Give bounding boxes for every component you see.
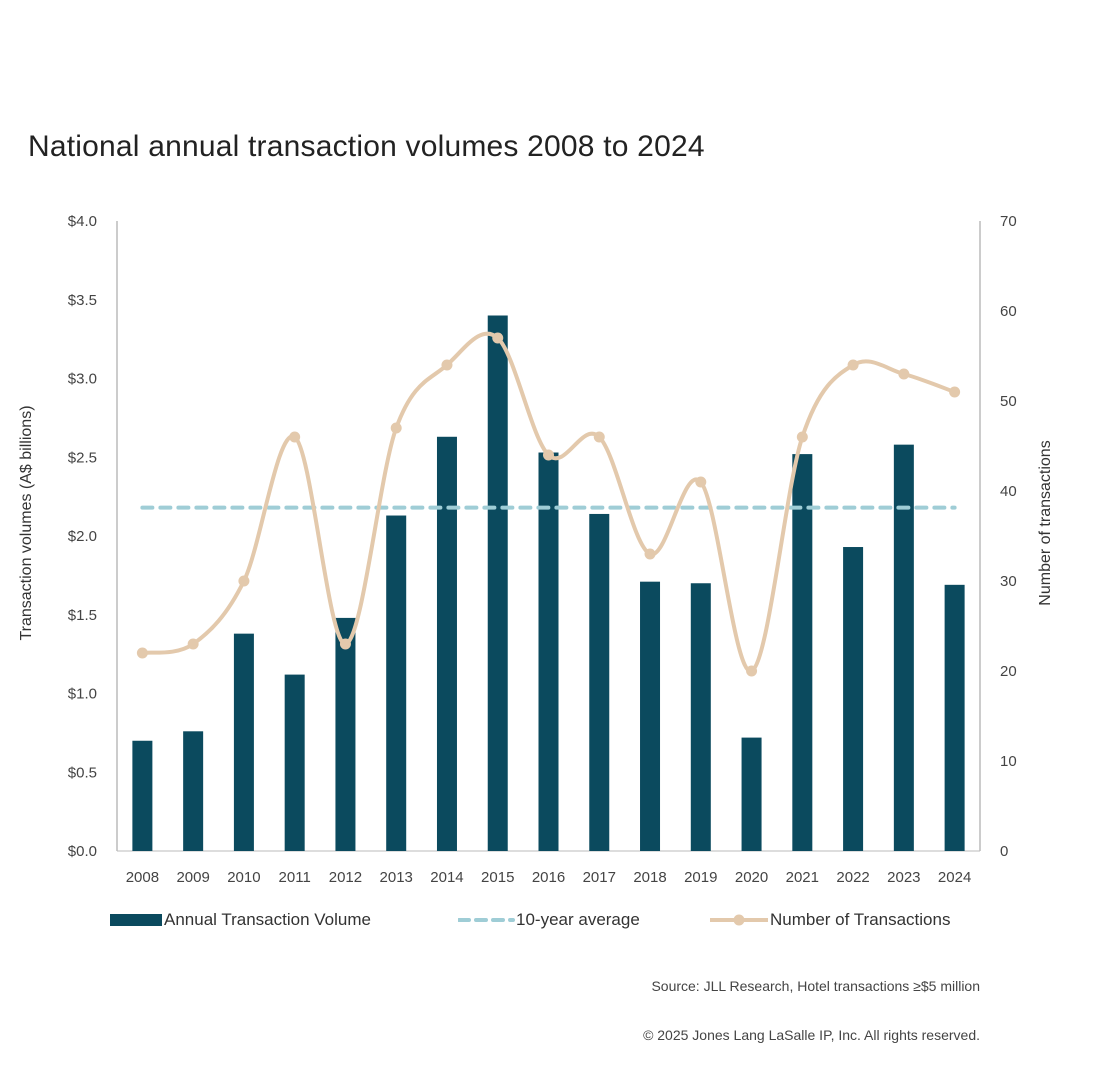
x-tick-label: 2016 <box>532 869 565 886</box>
legend-label-average: 10-year average <box>516 910 640 929</box>
y2-tick-label: 40 <box>1000 483 1017 500</box>
x-tick-label: 2021 <box>786 869 819 886</box>
transactions-point-2015 <box>492 332 504 344</box>
bar-2011 <box>284 674 305 851</box>
y-tick-label: $1.5 <box>68 607 97 624</box>
legend-label-count: Number of Transactions <box>770 910 951 929</box>
y2-tick-label: 70 <box>1000 213 1017 230</box>
transactions-point-2022 <box>847 359 859 371</box>
y-tick-label: $3.0 <box>68 371 97 388</box>
x-tick-label: 2018 <box>633 869 666 886</box>
transactions-point-2008 <box>136 647 148 659</box>
transactions-point-2012 <box>339 638 351 650</box>
transactions-point-2020 <box>746 665 758 677</box>
transactions-point-2017 <box>593 431 605 443</box>
y-tick-label: $0.0 <box>68 843 97 860</box>
bar-2023 <box>893 444 914 851</box>
transactions-point-2024 <box>949 386 961 398</box>
y-tick-label: $1.0 <box>68 686 97 703</box>
bar-2019 <box>690 583 711 851</box>
legend-item-count: Number of Transactions <box>710 910 950 930</box>
source-note: Source: JLL Research, Hotel transactions… <box>651 978 980 994</box>
x-tick-label: 2020 <box>735 869 768 886</box>
transactions-point-2023 <box>898 368 910 380</box>
y-tick-label: $3.5 <box>68 292 97 309</box>
y2-tick-label: 20 <box>1000 663 1017 680</box>
legend-swatch-bar <box>110 914 162 926</box>
transactions-point-2009 <box>187 638 199 650</box>
bar-2016 <box>538 452 559 851</box>
y2-tick-label: 10 <box>1000 753 1017 770</box>
legend-swatch-line <box>710 914 768 926</box>
bar-2020 <box>741 737 762 851</box>
transactions-point-2019 <box>695 476 707 488</box>
bar-2022 <box>843 547 864 851</box>
transactions-point-2010 <box>238 575 250 587</box>
transactions-point-2021 <box>796 431 808 443</box>
bar-2010 <box>233 633 254 851</box>
legend-label-volume: Annual Transaction Volume <box>164 910 371 929</box>
x-tick-label: 2017 <box>583 869 616 886</box>
transactions-point-2018 <box>644 548 656 560</box>
y-axis-title: Transaction volumes (A$ billions) <box>18 405 35 640</box>
bar-2015 <box>487 315 508 851</box>
y-tick-label: $4.0 <box>68 213 97 230</box>
bar-2012 <box>335 617 356 851</box>
x-tick-label: 2022 <box>836 869 869 886</box>
bar-2017 <box>589 513 610 851</box>
x-tick-label: 2013 <box>380 869 413 886</box>
y2-tick-label: 0 <box>1000 843 1008 860</box>
y2-axis-title: Number of transactions <box>1037 440 1054 605</box>
y2-tick-label: 60 <box>1000 303 1017 320</box>
chart-title: National annual transaction volumes 2008… <box>28 130 705 163</box>
transactions-point-2016 <box>543 449 554 461</box>
y-tick-label: $0.5 <box>68 764 97 781</box>
transactions-point-2013 <box>390 422 402 434</box>
x-tick-label: 2024 <box>938 869 971 886</box>
transactions-point-2011 <box>289 431 301 443</box>
x-tick-label: 2019 <box>684 869 717 886</box>
legend: Annual Transaction Volume 10-year averag… <box>110 910 990 938</box>
bar-2009 <box>183 731 204 851</box>
legend-swatch-dashed <box>458 918 515 922</box>
x-tick-label: 2011 <box>279 869 311 886</box>
transactions-point-2014 <box>441 359 453 371</box>
bar-2013 <box>386 515 407 851</box>
x-tick-label: 2014 <box>430 869 463 886</box>
y-tick-label: $2.5 <box>68 449 97 466</box>
y2-tick-label: 30 <box>1000 573 1017 590</box>
x-tick-label: 2010 <box>227 869 260 886</box>
legend-item-average: 10-year average <box>458 910 640 930</box>
y2-tick-label: 50 <box>1000 393 1017 410</box>
x-tick-label: 2015 <box>481 869 514 886</box>
x-tick-label: 2012 <box>329 869 362 886</box>
bar-2024 <box>944 584 965 851</box>
bar-2021 <box>792 454 813 851</box>
bar-2018 <box>640 581 661 851</box>
copyright-note: © 2025 Jones Lang LaSalle IP, Inc. All r… <box>643 1027 980 1043</box>
x-tick-label: 2009 <box>176 869 209 886</box>
legend-item-volume: Annual Transaction Volume <box>110 910 371 930</box>
x-tick-label: 2008 <box>126 869 159 886</box>
y-tick-label: $2.0 <box>68 528 97 545</box>
x-tick-label: 2023 <box>887 869 920 886</box>
bar-2008 <box>132 740 153 851</box>
bar-2014 <box>436 436 457 851</box>
